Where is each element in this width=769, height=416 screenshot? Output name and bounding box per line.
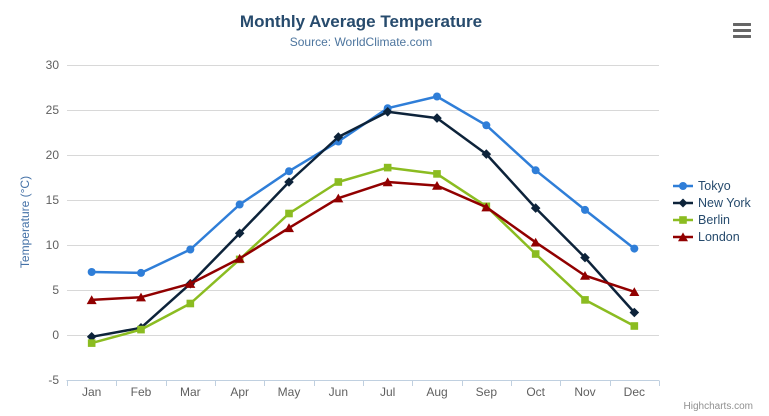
- series-line-london: [90, 180, 636, 302]
- chart-subtitle: Source: WorldClimate.com: [289, 35, 433, 49]
- data-point[interactable]: [630, 322, 639, 330]
- x-axis-tick-label: Jan: [82, 385, 101, 399]
- data-point[interactable]: [87, 268, 96, 276]
- legend-label: Berlin: [698, 212, 730, 227]
- data-point[interactable]: [234, 228, 245, 239]
- x-axis-tick-label: Aug: [426, 385, 447, 399]
- data-point[interactable]: [186, 299, 195, 308]
- data-point[interactable]: [629, 287, 640, 296]
- legend-label: New York: [698, 195, 751, 210]
- x-axis-tick-label: Mar: [180, 385, 201, 399]
- data-point[interactable]: [284, 177, 294, 187]
- data-point[interactable]: [531, 166, 540, 175]
- data-point[interactable]: [432, 181, 442, 190]
- y-axis-tick-label: 20: [46, 148, 60, 162]
- y-axis-tick-label: 25: [46, 103, 60, 117]
- data-point[interactable]: [284, 223, 294, 233]
- hamburger-icon: [733, 29, 751, 32]
- data-point[interactable]: [86, 332, 97, 342]
- series-line-berlin: [90, 166, 636, 345]
- legend-label: London: [698, 229, 740, 244]
- x-axis-tick-label: May: [278, 385, 301, 399]
- y-axis-tick-label: 15: [46, 193, 60, 207]
- data-point[interactable]: [581, 296, 589, 304]
- data-point[interactable]: [87, 339, 96, 347]
- square-marker-icon: [673, 215, 693, 224]
- legend-item-new-york[interactable]: New York: [673, 194, 751, 211]
- x-axis-tick-label: Feb: [131, 385, 152, 399]
- data-point[interactable]: [481, 149, 492, 159]
- data-point[interactable]: [433, 170, 441, 178]
- chart-menu-button[interactable]: [733, 23, 751, 38]
- data-point[interactable]: [581, 205, 589, 214]
- diamond-marker-icon: [673, 198, 693, 207]
- data-point[interactable]: [285, 167, 293, 176]
- data-point[interactable]: [234, 253, 245, 263]
- x-axis-tick-label: Sep: [476, 385, 498, 399]
- hamburger-icon: [733, 35, 751, 38]
- x-axis-tick-label: Oct: [526, 385, 545, 399]
- circle-marker-icon: [673, 181, 693, 190]
- data-point[interactable]: [382, 107, 393, 117]
- data-point[interactable]: [333, 132, 344, 142]
- y-axis-tick-label: 30: [46, 58, 60, 72]
- data-point[interactable]: [382, 177, 393, 187]
- data-point[interactable]: [481, 202, 492, 212]
- x-axis-tick-label: Apr: [230, 385, 249, 399]
- data-point[interactable]: [333, 193, 344, 203]
- data-point[interactable]: [86, 295, 97, 305]
- data-point[interactable]: [433, 92, 441, 101]
- data-point[interactable]: [137, 325, 145, 334]
- data-point[interactable]: [432, 113, 442, 123]
- data-point[interactable]: [630, 244, 639, 253]
- data-point[interactable]: [136, 292, 146, 302]
- x-axis-tick-label: Jul: [380, 385, 395, 399]
- data-point[interactable]: [383, 163, 392, 172]
- data-point[interactable]: [186, 245, 195, 254]
- y-axis-tick-label: -5: [48, 373, 59, 387]
- triangle-marker-icon: [673, 231, 693, 241]
- series-line-new-york: [90, 110, 636, 339]
- data-point[interactable]: [235, 200, 244, 209]
- legend-item-tokyo[interactable]: Tokyo: [673, 177, 751, 194]
- x-axis-tick-label: Dec: [624, 385, 645, 399]
- data-point[interactable]: [482, 121, 491, 130]
- series-line-tokyo: [90, 95, 636, 275]
- data-point[interactable]: [580, 252, 590, 263]
- data-point[interactable]: [334, 178, 343, 186]
- x-axis-tick-label: Jun: [329, 385, 348, 399]
- y-axis-tick-label: 10: [46, 238, 60, 252]
- data-point[interactable]: [531, 250, 540, 258]
- data-point[interactable]: [530, 237, 541, 247]
- data-point[interactable]: [285, 209, 293, 218]
- data-point[interactable]: [137, 268, 145, 277]
- data-point[interactable]: [629, 307, 640, 318]
- legend-item-london[interactable]: London: [673, 228, 751, 245]
- x-axis-tick-label: Nov: [574, 385, 595, 399]
- data-point[interactable]: [530, 203, 541, 213]
- legend: Tokyo New York Berlin London: [673, 177, 751, 245]
- y-axis-tick-label: 0: [52, 328, 59, 342]
- credits-link[interactable]: Highcharts.com: [683, 401, 753, 412]
- hamburger-icon: [733, 23, 751, 26]
- data-point[interactable]: [185, 279, 196, 288]
- y-axis-tick-label: 5: [52, 283, 59, 297]
- data-point[interactable]: [580, 271, 590, 280]
- legend-label: Tokyo: [698, 178, 731, 193]
- chart-title: Monthly Average Temperature: [239, 12, 483, 31]
- legend-item-berlin[interactable]: Berlin: [673, 211, 751, 228]
